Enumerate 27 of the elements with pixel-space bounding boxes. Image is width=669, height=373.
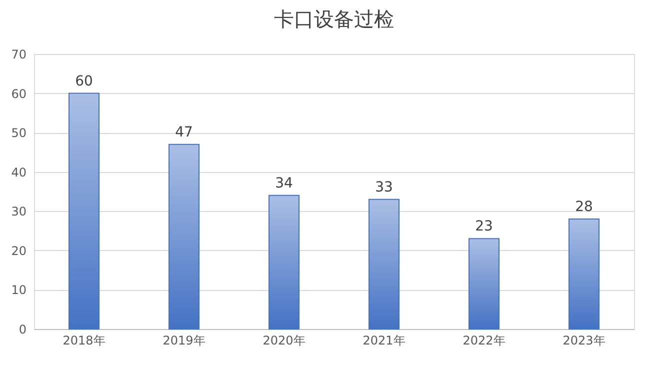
data-label: 47 [175,124,193,140]
y-tick-label: 0 [18,322,26,336]
y-tick-label: 30 [11,204,26,219]
bar [568,218,600,330]
y-tick-label: 60 [11,86,26,101]
data-label: 23 [475,218,493,235]
y-tick-label: 10 [11,283,26,298]
data-label: 33 [375,179,393,196]
bar [68,92,100,330]
chart-title: 卡口设备过检 [274,7,394,31]
data-label: 60 [75,73,93,90]
y-tick-label: 20 [11,244,26,258]
bar [168,144,200,330]
data-label: 34 [275,175,293,192]
x-tick-label: 2018年 [62,334,106,348]
bar [368,198,400,330]
y-tick-label: 50 [11,126,26,140]
x-tick-label: 2020年 [262,334,306,348]
bar [468,238,500,330]
x-tick-label: 2022年 [462,334,506,348]
x-tick-label: 2019年 [162,334,206,348]
x-tick-label: 2021年 [362,334,406,348]
x-tick-label: 2023年 [562,334,606,348]
data-label: 28 [575,199,593,215]
y-tick-label: 40 [11,165,26,180]
bar [268,194,300,330]
y-tick-label: 70 [11,48,26,62]
